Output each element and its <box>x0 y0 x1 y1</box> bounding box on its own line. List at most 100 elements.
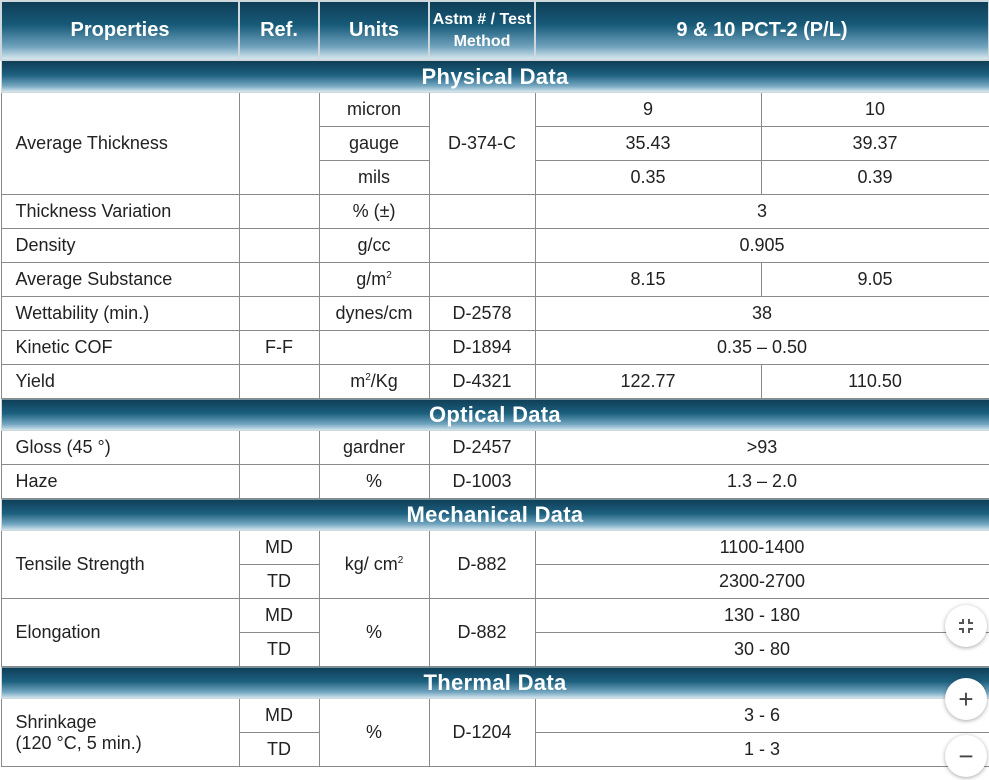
prop-tensile-strength: Tensile Strength <box>0 530 240 599</box>
ref-cell <box>238 296 320 331</box>
ref-cell <box>238 228 320 263</box>
method-cell <box>428 228 536 263</box>
ref-cell: MD <box>238 530 320 565</box>
section-title-thermal: Thermal Data <box>0 666 989 699</box>
header-method-line2: Method <box>453 32 511 50</box>
table-row: Wettability (min.) dynes/cm D-2578 38 <box>0 296 989 331</box>
header-method-line1: Astm # / Test <box>432 10 532 28</box>
method-cell <box>428 194 536 229</box>
ref-cell: TD <box>238 632 320 667</box>
ref-cell <box>238 430 320 465</box>
unit-cell: mils <box>318 160 430 195</box>
header-method: Astm # / Test Method <box>428 0 536 61</box>
method-cell: D-1003 <box>428 464 536 499</box>
ref-cell: TD <box>238 564 320 599</box>
unit-superscript: 2 <box>365 372 371 383</box>
header-product: 9 & 10 PCT-2 (P/L) <box>534 0 989 61</box>
ref-cell: MD <box>238 698 320 733</box>
value-9: 0.35 <box>534 160 762 195</box>
table-row: Gloss (45 °) gardner D-2457 >93 <box>0 430 989 465</box>
unit-text: m <box>350 371 366 391</box>
section-row-mechanical: Mechanical Data <box>0 498 989 531</box>
prop-wettability: Wettability (min.) <box>0 296 240 331</box>
value-cell: 130 - 180 <box>534 598 989 633</box>
method-cell: D-374-C <box>428 92 536 195</box>
unit-cell: m2/Kg <box>318 364 430 399</box>
prop-elongation: Elongation <box>0 598 240 667</box>
table-row: Thickness Variation % (±) 3 <box>0 194 989 229</box>
table-row: mils 0.35 0.39 <box>1 160 989 195</box>
prop-haze: Haze <box>0 464 240 499</box>
prop-gloss: Gloss (45 °) <box>0 430 240 465</box>
value-cell: 0.35 – 0.50 <box>534 330 989 365</box>
unit-cell: kg/ cm2 <box>318 530 430 599</box>
table-row: TD 1 - 3 <box>1 732 989 767</box>
value-cell: 1 - 3 <box>534 732 989 767</box>
prop-average-substance: Average Substance <box>0 262 240 297</box>
unit-cell: micron <box>318 92 430 127</box>
unit-cell: g/cc <box>318 228 430 263</box>
unit-text: /Kg <box>370 371 398 391</box>
section-title-physical: Physical Data <box>0 59 989 93</box>
table-row: Yield m2/Kg D-4321 122.77 110.50 <box>0 364 989 399</box>
value-cell: 1100-1400 <box>534 530 989 565</box>
table-row: TD 2300-2700 <box>1 564 989 599</box>
zoom-in-button[interactable]: + <box>945 678 987 720</box>
method-cell: D-1894 <box>428 330 536 365</box>
unit-cell: gardner <box>318 430 430 465</box>
value-cell: 38 <box>534 296 989 331</box>
shrinkage-condition: (120 °C, 5 min.) <box>15 732 142 753</box>
header-units: Units <box>318 0 430 61</box>
unit-cell: % <box>318 464 430 499</box>
section-row-optical: Optical Data <box>0 398 989 431</box>
ref-cell <box>238 464 320 499</box>
value-cell: 30 - 80 <box>534 632 989 667</box>
section-row-thermal: Thermal Data <box>0 666 989 699</box>
fit-screen-button[interactable] <box>945 605 987 647</box>
method-cell: D-882 <box>428 530 536 599</box>
prop-density: Density <box>0 228 240 263</box>
ref-cell: MD <box>238 598 320 633</box>
value-9: 35.43 <box>534 126 762 161</box>
value-9: 9 <box>534 92 762 127</box>
header-properties: Properties <box>0 0 240 61</box>
unit-text: kg/ cm <box>344 554 398 574</box>
method-cell: D-882 <box>428 598 536 667</box>
value-cell: >93 <box>534 430 989 465</box>
unit-cell <box>318 330 430 365</box>
table-row: TD 30 - 80 <box>1 632 989 667</box>
unit-superscript: 2 <box>397 555 404 566</box>
method-cell <box>428 262 536 297</box>
zoom-out-button[interactable]: − <box>945 735 987 777</box>
unit-cell: g/m2 <box>318 262 430 297</box>
value-cell: 2300-2700 <box>534 564 989 599</box>
header-row: Properties Ref. Units Astm # / Test Metho… <box>0 0 989 61</box>
value-9: 8.15 <box>534 262 762 297</box>
unit-cell: dynes/cm <box>318 296 430 331</box>
table-row: Kinetic COF F-F D-1894 0.35 – 0.50 <box>0 330 989 365</box>
value-10: 0.39 <box>760 160 989 195</box>
table-row: Haze % D-1003 1.3 – 2.0 <box>0 464 989 499</box>
method-cell: D-2457 <box>428 430 536 465</box>
value-10: 39.37 <box>760 126 989 161</box>
prop-shrinkage: Shrinkage (120 °C, 5 min.) <box>0 698 240 767</box>
ref-cell <box>238 262 320 297</box>
table-row: Average Substance g/m2 8.15 9.05 <box>0 262 989 297</box>
value-cell: 3 - 6 <box>534 698 989 733</box>
section-title-optical: Optical Data <box>0 398 989 431</box>
prop-kinetic-cof: Kinetic COF <box>0 330 240 365</box>
value-cell: 0.905 <box>534 228 989 263</box>
value-cell: 1.3 – 2.0 <box>534 464 989 499</box>
unit-text: g/m <box>356 269 387 289</box>
value-10: 9.05 <box>760 262 989 297</box>
method-cell: D-4321 <box>428 364 536 399</box>
value-10: 110.50 <box>760 364 989 399</box>
fit-screen-icon <box>959 619 973 633</box>
table-row: Density g/cc 0.905 <box>0 228 989 263</box>
unit-cell: % (±) <box>318 194 430 229</box>
table-row: Tensile Strength MD kg/ cm2 D-882 1100-1… <box>0 530 989 599</box>
prop-yield: Yield <box>0 364 240 399</box>
ref-cell <box>238 364 320 399</box>
table-row: Elongation MD % D-882 130 - 180 <box>0 598 989 667</box>
